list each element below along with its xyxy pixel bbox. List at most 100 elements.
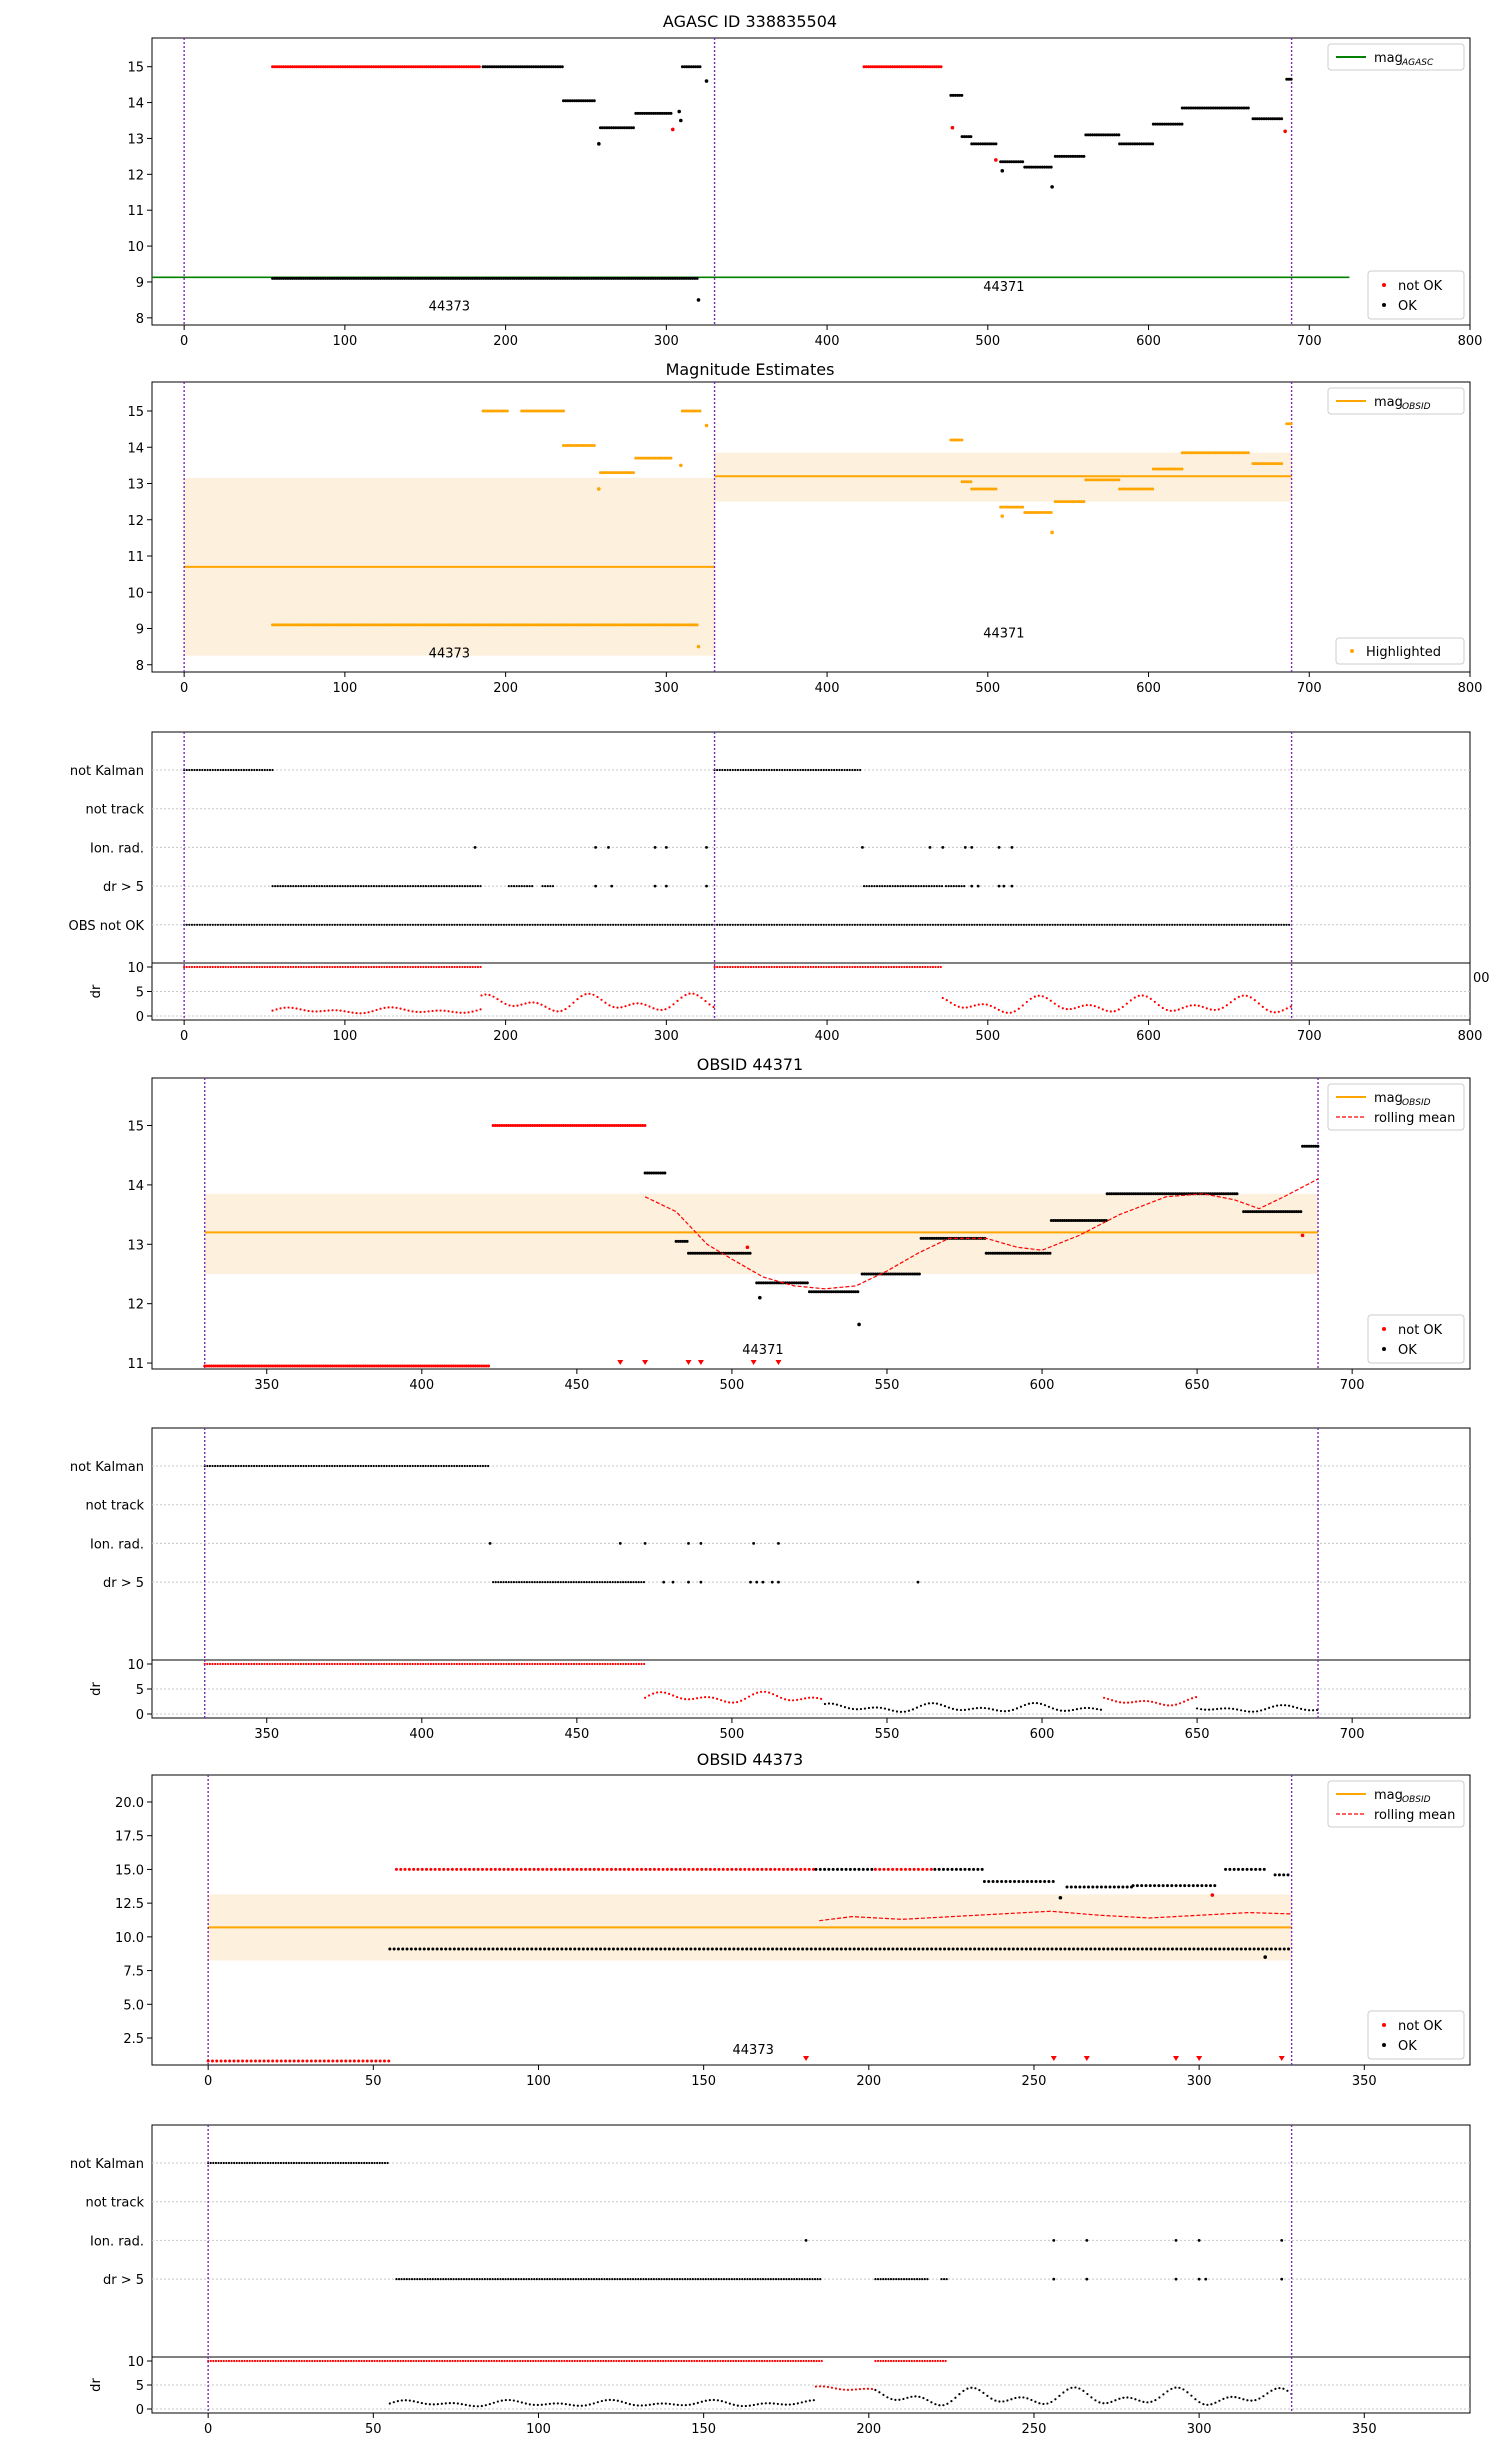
flags_all-flag-point [229,768,233,772]
flags_44373-flag-point [945,2278,948,2281]
estimates-data-point [1176,467,1180,471]
obsid_44371-data-point [1264,1210,1268,1214]
flags_44373-dr-point [617,2359,621,2363]
flags_all-dr-point [398,965,402,969]
estimates-data-point [1106,478,1110,482]
obsid_44371-data-point [854,1290,858,1294]
estimates-data-point [553,409,557,413]
agasc-data-point [464,65,468,69]
flags_all-flag-point [315,923,318,926]
flags_44373-flag-point [546,2278,549,2281]
obsid_44373-legend-box [1327,1780,1465,1828]
agasc-data-point [992,142,996,146]
flags_44371-dr-point [795,1698,799,1702]
obsid_44371-data-point [502,1124,506,1128]
agasc-data-point [308,276,312,280]
estimates-data-point [273,623,277,627]
obsid_44371-data-point [919,1236,923,1240]
obsid_44373-data-point [1033,1947,1037,1951]
flags_44371-dr-point [1035,1702,1039,1705]
flags_44373-dr-point [716,2359,719,2363]
obsid_44373-data-point [1074,1885,1078,1889]
obsid_44373-data-point [1170,1947,1174,1951]
flags_all-dr-point [1217,1008,1220,1011]
obsid_44373-data-point [904,1947,908,1951]
agasc-data-point [631,126,635,130]
flags_44373-flag-point [494,2278,497,2281]
agasc-data-point [882,65,886,69]
obsid_44373-data-point [616,1947,620,1951]
flags_44373-flag-point [449,2278,453,2281]
flags_all-flag-point [862,885,866,888]
flags_all-dr-point [245,965,248,969]
agasc-data-point [491,276,495,280]
obsid_44371-data-point [737,1251,741,1255]
obsid_44373-data-point [485,1867,489,1871]
obsid_44373-data-point [661,1867,665,1871]
flags_44371-flag-point [487,1464,490,1468]
flags_all-flag-point [331,885,334,888]
flags_all-dr-point [323,1009,326,1012]
flags_44371-flag-point [388,1464,391,1468]
agasc-data-point [407,276,411,280]
flags_44371-dr-point [338,1662,342,1666]
obsid_44371-data-point [1030,1251,1034,1255]
flags_all-dr-point [747,965,750,969]
flags_44373-flag-point [785,2278,788,2281]
flags_44371-dr-point [206,1662,209,1666]
flags_all-flag-point [422,885,425,888]
flags_44371-flag-point [396,1464,399,1468]
flags_all-flag-point [1267,923,1270,926]
flags_all-dr-point [977,1003,980,1006]
obsid_44371-data-point [1268,1210,1272,1214]
agasc-data-point [297,65,301,69]
flags_all-dr-point [437,965,441,969]
obsid_44371-data-point [1297,1210,1301,1214]
flags_all-dr-point [1109,1010,1112,1013]
flags_all-flag-point [237,923,240,926]
flags_44373-dr-point [500,2399,503,2402]
estimates-data-point [444,623,448,627]
flags_all-flag-point [1004,923,1007,926]
flags_all-flag-point [437,885,441,888]
flags_44373-dr-point [688,2359,691,2363]
obsid_44371-data-point [898,1272,902,1276]
flags_all-flag-point [1022,923,1026,926]
flags_44373-dr-point [560,2359,563,2363]
flags_44373-dr-point [269,2359,272,2363]
estimates-data-point [698,409,702,413]
flags_44373-flag-point [694,2278,697,2281]
estimates-data-point [528,409,532,413]
flags_44371-dr-point [703,1696,707,1699]
agasc-data-point [1118,142,1122,146]
flags_44373-dr-point [711,2359,714,2363]
agasc-data-point [494,65,498,69]
flags_44373-flag-point [501,2278,505,2281]
obsid_44371-data-point [704,1251,708,1255]
flags_all-dr-point [343,1010,346,1013]
estimates-data-point [689,623,693,627]
flags_44371-flag-point [440,1464,443,1468]
obsid_44371-data-point [849,1290,853,1294]
flags_44373-flag-point [577,2278,580,2281]
flags_44371-dr-point [370,1662,373,1666]
flags_all-flag-point [1249,923,1252,926]
obsid_44373-data-point [964,1947,968,1951]
flags_44373-dr-point [1138,2399,1141,2402]
flags_44371-dr-point [759,1690,763,1693]
flags_44373-dr-point [324,2359,327,2363]
flags_44373-dr-point [1238,2396,1241,2400]
flags_all-flag-point [349,885,352,888]
estimates-data-point [1056,500,1060,504]
estimates-legend-mag-sub: OBSID [1402,402,1431,412]
flags_44373-dr-point [719,2359,722,2363]
flags_44371-dr-point [1299,1707,1303,1710]
flags_44373-dr-point [321,2359,324,2363]
estimates-data-point [317,623,321,627]
flags_44371-dr-point [739,1699,743,1702]
obsid_44373-data-point [954,1867,958,1871]
obsid_44373-data-point [678,1867,682,1871]
obsid_44373-data-point [941,1867,945,1871]
obsid_44373-data-point [1115,1947,1119,1951]
estimates-data-point [497,409,501,413]
